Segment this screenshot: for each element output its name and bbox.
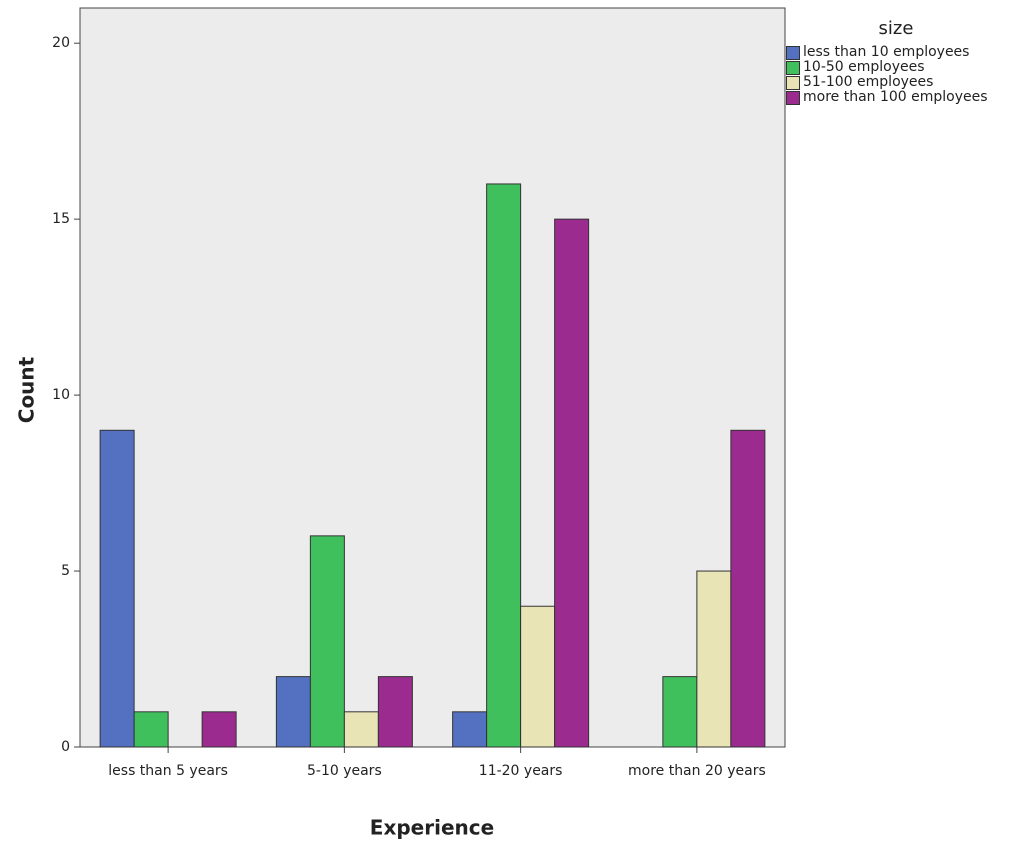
legend-item: 10-50 employees [786,60,1024,75]
x-tick-label: 5-10 years [306,763,382,779]
x-tick-label: more than 20 years [627,763,766,779]
legend: size less than 10 employees 10-50 employe… [786,18,1024,105]
bar [275,676,311,748]
y-axis-title: Count [15,356,39,423]
bar [133,711,169,748]
bar [201,711,237,748]
legend-label: less than 10 employees [803,44,970,60]
legend-item: 51-100 employees [786,75,1024,90]
bar [554,218,590,748]
legend-swatch [786,46,800,60]
legend-swatch [786,61,800,75]
bar [486,183,522,748]
legend-item: less than 10 employees [786,45,1024,60]
bar [309,535,345,748]
bar [696,570,732,748]
legend-label: 10-50 employees [803,59,925,75]
x-tick-label: 11-20 years [478,763,563,779]
x-axis-title: Experience [370,816,494,840]
y-tick-label: 5 [61,563,70,579]
y-tick-label: 15 [52,211,70,227]
legend-swatch [786,76,800,90]
bar [730,429,766,748]
x-tick-label: less than 5 years [108,763,228,779]
bar [452,711,488,748]
legend-item: more than 100 employees [786,90,1024,105]
bar [343,711,379,748]
bar [377,676,413,748]
y-tick-label: 10 [52,387,70,403]
plot-area [79,7,786,748]
y-tick-label: 0 [61,739,70,755]
legend-label: more than 100 employees [803,89,988,105]
y-tick-label: 20 [52,35,70,51]
legend-swatch [786,91,800,105]
bar [99,429,135,748]
legend-label: 51-100 employees [803,74,934,90]
bar [662,676,698,748]
legend-title: size [878,18,914,39]
bar [520,605,556,748]
